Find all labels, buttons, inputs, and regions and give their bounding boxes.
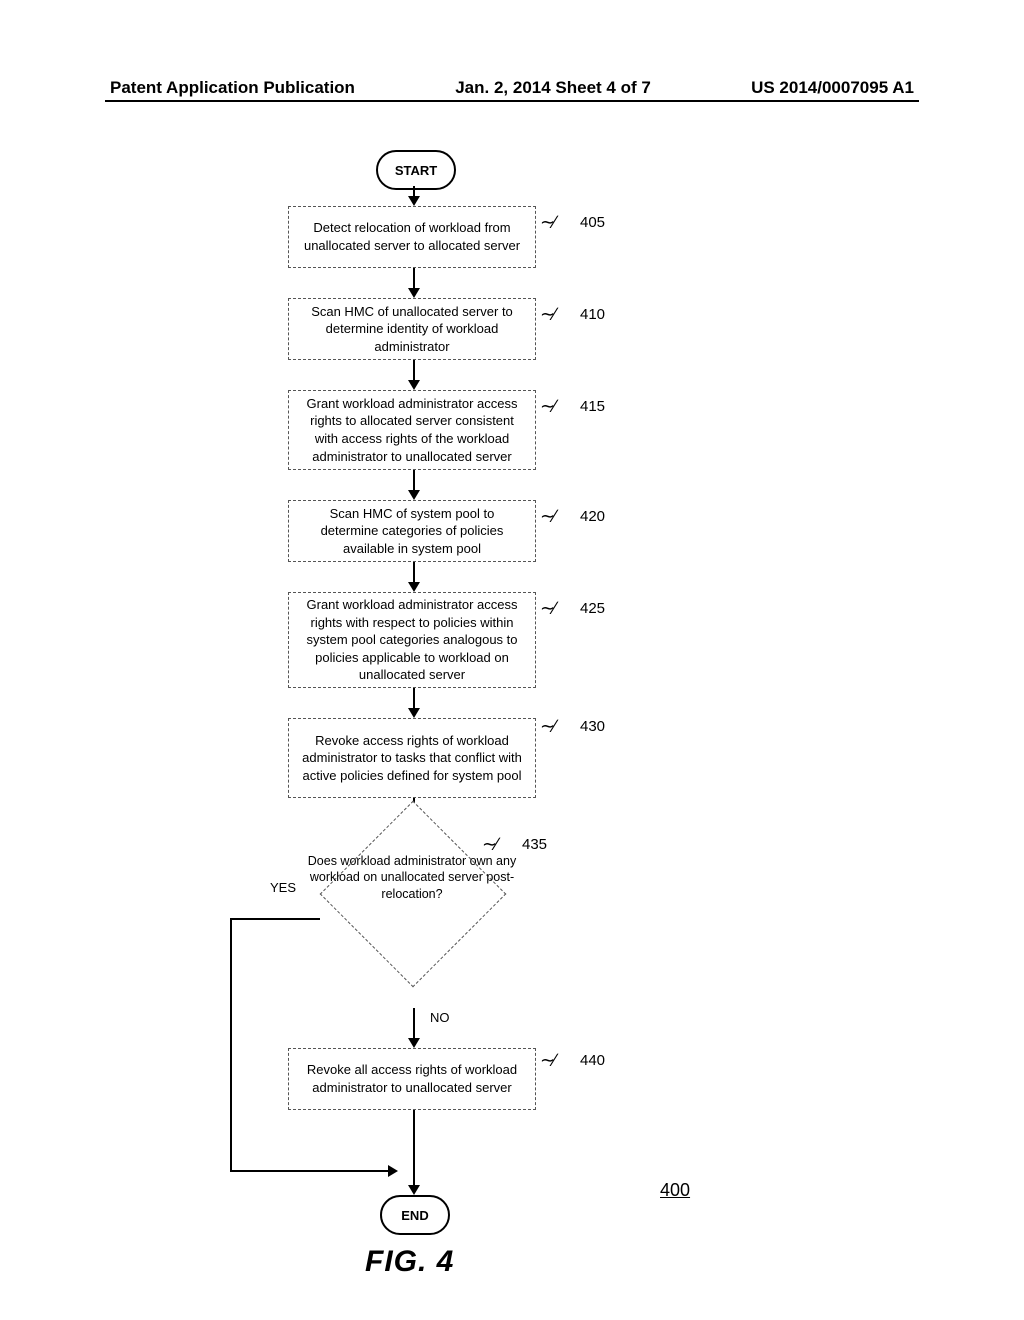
arrow-icon — [408, 196, 420, 206]
step-405: Detect relocation of workload from unall… — [288, 206, 536, 268]
end-label: END — [401, 1208, 428, 1223]
header-right: US 2014/0007095 A1 — [751, 78, 914, 98]
lead-line: ∼∕ — [540, 598, 554, 619]
connector — [413, 562, 415, 582]
ref-435: 435 — [522, 836, 547, 853]
ref-415: 415 — [580, 398, 605, 415]
lead-line: ∼∕ — [540, 212, 554, 233]
connector — [413, 470, 415, 490]
ref-420: 420 — [580, 508, 605, 525]
step-415-text: Grant workload administrator access righ… — [299, 395, 525, 465]
start-label: START — [395, 163, 437, 178]
ref-410: 410 — [580, 306, 605, 323]
figure-caption: FIG. 4 — [365, 1245, 454, 1279]
step-425-text: Grant workload administrator access righ… — [299, 596, 525, 684]
ref-430: 430 — [580, 718, 605, 735]
connector — [413, 186, 415, 196]
method-ref: 400 — [660, 1180, 690, 1201]
ref-425: 425 — [580, 600, 605, 617]
branch-no: NO — [430, 1010, 450, 1025]
step-430-text: Revoke access rights of workload adminis… — [299, 732, 525, 785]
header-left: Patent Application Publication — [110, 78, 355, 98]
arrow-icon — [408, 582, 420, 592]
lead-line: ∼∕ — [540, 1050, 554, 1071]
arrow-icon — [408, 490, 420, 500]
lead-line: ∼∕ — [540, 506, 554, 527]
connector — [413, 360, 415, 380]
branch-yes: YES — [270, 880, 296, 895]
arrow-icon — [408, 708, 420, 718]
connector — [413, 688, 415, 708]
ref-405: 405 — [580, 214, 605, 231]
step-405-text: Detect relocation of workload from unall… — [299, 219, 525, 254]
step-415: Grant workload administrator access righ… — [288, 390, 536, 470]
end-terminal: END — [380, 1195, 450, 1235]
arrow-icon — [408, 288, 420, 298]
step-440-text: Revoke all access rights of workload adm… — [299, 1061, 525, 1096]
lead-line: ∼∕ — [540, 304, 554, 325]
step-430: Revoke access rights of workload adminis… — [288, 718, 536, 798]
lead-line: ∼∕ — [540, 396, 554, 417]
decision-435-text: Does workload administrator own any work… — [302, 853, 522, 902]
connector — [230, 918, 232, 1172]
connector — [230, 918, 320, 920]
step-440: Revoke all access rights of workload adm… — [288, 1048, 536, 1110]
header-center: Jan. 2, 2014 Sheet 4 of 7 — [455, 78, 651, 98]
flowchart: START Detect relocation of workload from… — [0, 140, 1024, 1260]
step-420-text: Scan HMC of system pool to determine cat… — [299, 505, 525, 558]
header-rule — [105, 100, 919, 102]
arrow-icon — [408, 1185, 420, 1195]
connector — [413, 1008, 415, 1038]
step-420: Scan HMC of system pool to determine cat… — [288, 500, 536, 562]
ref-440: 440 — [580, 1052, 605, 1069]
step-410-text: Scan HMC of unallocated server to determ… — [299, 303, 525, 356]
step-425: Grant workload administrator access righ… — [288, 592, 536, 688]
arrow-icon — [408, 380, 420, 390]
step-410: Scan HMC of unallocated server to determ… — [288, 298, 536, 360]
lead-line: ∼∕ — [482, 834, 496, 855]
arrow-icon — [408, 1038, 420, 1048]
connector — [413, 268, 415, 288]
start-terminal: START — [376, 150, 456, 190]
connector — [230, 1170, 388, 1172]
arrow-icon — [388, 1165, 398, 1177]
connector — [413, 1110, 415, 1185]
patent-page: Patent Application Publication Jan. 2, 2… — [0, 0, 1024, 1320]
page-header: Patent Application Publication Jan. 2, 2… — [0, 78, 1024, 98]
lead-line: ∼∕ — [540, 716, 554, 737]
